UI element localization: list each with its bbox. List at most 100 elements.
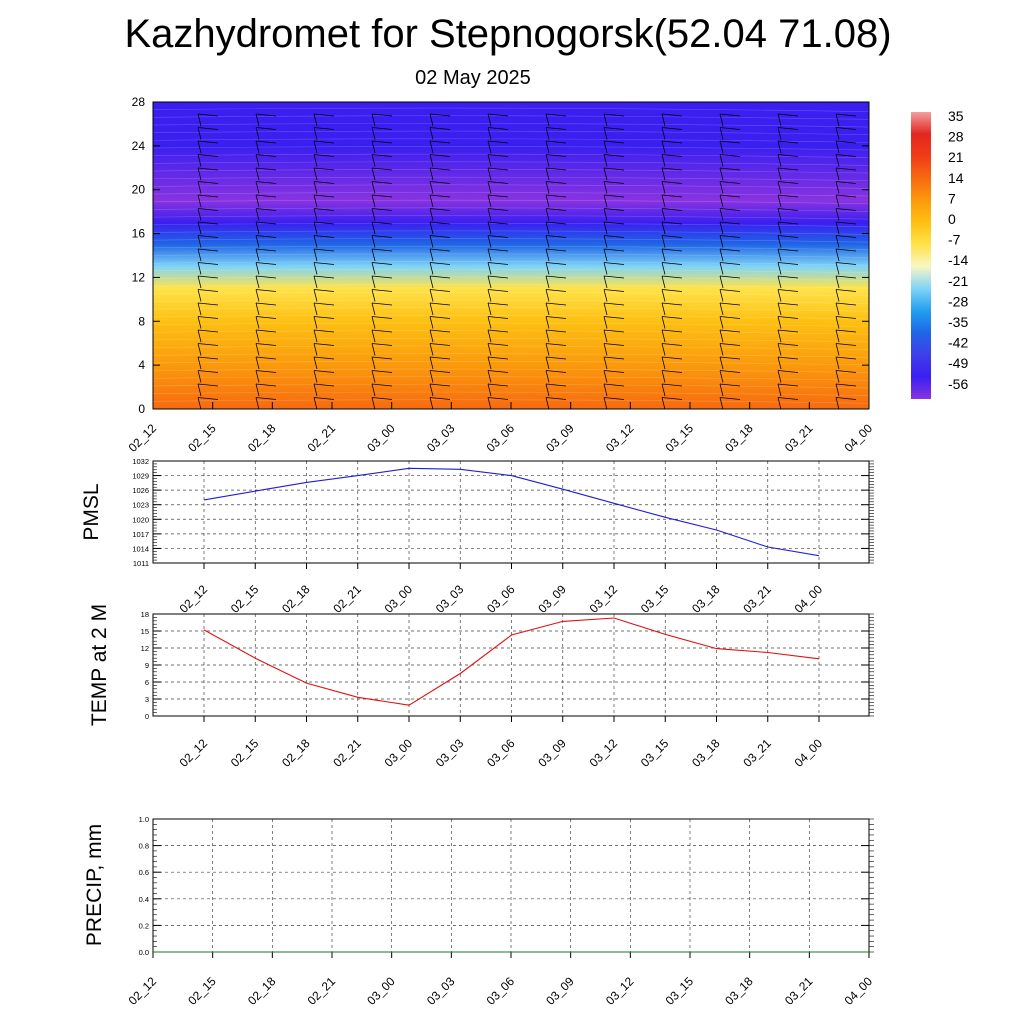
wind-barb bbox=[371, 167, 376, 181]
y-tick-label: 6 bbox=[145, 678, 149, 687]
wind-barb-flag bbox=[603, 302, 625, 306]
wind-barb-flag bbox=[429, 113, 451, 117]
wind-barb-flag bbox=[835, 289, 857, 292]
wind-barb-flag bbox=[777, 289, 799, 292]
wind-barb-flag bbox=[429, 397, 451, 400]
wind-barb-flag bbox=[835, 208, 857, 211]
wind-barb bbox=[487, 370, 492, 383]
x-tick-label: 03_03 bbox=[433, 736, 467, 770]
wind-barb bbox=[545, 127, 550, 140]
wind-barb bbox=[313, 140, 318, 154]
wind-barb bbox=[313, 221, 318, 235]
wind-barb bbox=[371, 248, 376, 262]
wind-barb bbox=[603, 329, 608, 343]
wind-barb bbox=[313, 262, 318, 275]
wind-barb-flag bbox=[545, 208, 567, 211]
wind-barb bbox=[719, 370, 724, 383]
wind-barb-flag bbox=[371, 113, 393, 117]
wind-barb bbox=[429, 140, 434, 154]
wind-barb bbox=[545, 316, 550, 329]
wind-barb bbox=[371, 356, 376, 370]
y-tick-label: 15 bbox=[141, 627, 149, 636]
y-tick-label: 1032 bbox=[132, 457, 149, 466]
wind-barb-flag bbox=[487, 262, 509, 265]
colorbar-label: 7 bbox=[948, 190, 956, 206]
contour-line bbox=[152, 215, 870, 220]
wind-barb bbox=[545, 356, 550, 370]
wind-barb bbox=[835, 262, 840, 275]
wind-barb bbox=[661, 181, 666, 194]
wind-barb bbox=[429, 167, 434, 181]
wind-barb-flag bbox=[835, 221, 857, 225]
wind-barb-flag bbox=[661, 397, 683, 400]
wind-barb bbox=[661, 329, 666, 343]
wind-barb bbox=[661, 397, 666, 410]
wind-barb-flag bbox=[255, 356, 277, 360]
wind-barb bbox=[487, 167, 492, 181]
wind-barb bbox=[487, 343, 492, 356]
wind-barb bbox=[371, 275, 376, 289]
wind-barb-flag bbox=[313, 235, 335, 238]
wind-barb bbox=[255, 181, 260, 194]
wind-barb-flag bbox=[777, 343, 799, 346]
wind-barb-flag bbox=[719, 113, 741, 117]
x-tick-label: 02_15 bbox=[185, 974, 219, 1008]
wind-barb bbox=[661, 208, 666, 221]
wind-barb bbox=[197, 194, 202, 208]
contour-line bbox=[152, 222, 870, 228]
wind-barb-flag bbox=[603, 316, 625, 319]
contour-line bbox=[152, 268, 870, 274]
wind-barb-flag bbox=[603, 329, 625, 333]
wind-barb bbox=[719, 356, 724, 370]
wind-barb bbox=[661, 302, 666, 316]
contour-line bbox=[152, 307, 870, 312]
x-tick-label: 03_06 bbox=[484, 974, 518, 1008]
wind-barb bbox=[835, 370, 840, 383]
wind-barb-flag bbox=[255, 316, 277, 319]
x-tick-label: 03_18 bbox=[689, 582, 723, 616]
wind-barb bbox=[603, 383, 608, 397]
x-tick-label: 02_12 bbox=[177, 582, 211, 616]
wind-barb bbox=[429, 289, 434, 302]
wind-barb bbox=[835, 343, 840, 356]
wind-barb bbox=[545, 140, 550, 154]
y-axis-label: PMSL bbox=[80, 483, 103, 540]
wind-barb-flag bbox=[371, 167, 393, 171]
wind-barb-flag bbox=[661, 127, 683, 130]
pmsl-panel: 1011 1014 1017 1020 1023 1026 1029 1032 02_12 02_… bbox=[80, 457, 874, 616]
wind-barb-flag bbox=[313, 329, 335, 333]
wind-barb bbox=[487, 208, 492, 221]
wind-barb-flag bbox=[661, 221, 683, 225]
wind-barb bbox=[487, 113, 492, 127]
wind-barb bbox=[719, 397, 724, 410]
wind-barb-flag bbox=[313, 181, 335, 184]
wind-barb-flag bbox=[255, 370, 277, 373]
wind-barb-flag bbox=[429, 181, 451, 184]
wind-barb-flag bbox=[429, 221, 451, 225]
wind-barb-flag bbox=[371, 383, 393, 387]
wind-barb-flag bbox=[487, 343, 509, 346]
wind-barb-flag bbox=[429, 370, 451, 373]
wind-barb bbox=[603, 235, 608, 248]
wind-barb bbox=[719, 127, 724, 140]
wind-barb bbox=[777, 181, 782, 194]
wind-barb bbox=[777, 208, 782, 221]
wind-barb-flag bbox=[545, 343, 567, 346]
wind-barb-flag bbox=[835, 370, 857, 373]
wind-barb-flag bbox=[197, 275, 219, 279]
wind-barb-flag bbox=[487, 316, 509, 319]
colorbar-label: -56 bbox=[948, 376, 968, 392]
wind-barb-flag bbox=[197, 302, 219, 306]
wind-barb-flag bbox=[777, 248, 799, 252]
wind-barb bbox=[719, 167, 724, 181]
wind-barb bbox=[545, 248, 550, 262]
wind-barb-flag bbox=[255, 167, 277, 171]
wind-barb-flag bbox=[777, 167, 799, 171]
wind-barb-flag bbox=[197, 343, 219, 346]
wind-barb-flag bbox=[661, 316, 683, 319]
x-tick-label: 03_15 bbox=[663, 974, 697, 1008]
wind-barb-flag bbox=[603, 356, 625, 360]
contour-line bbox=[152, 230, 870, 235]
contour-line bbox=[152, 330, 870, 335]
